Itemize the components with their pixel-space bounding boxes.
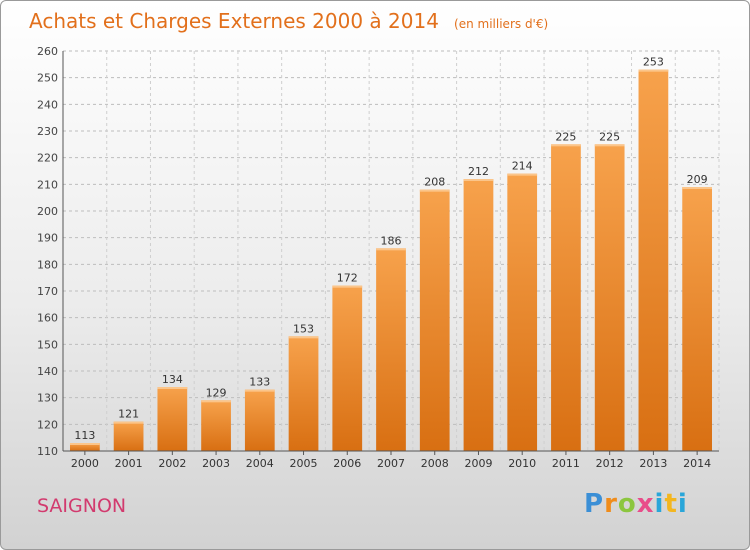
- x-tick-label: 2001: [115, 457, 143, 470]
- chart-title: Achats et Charges Externes 2000 à 2014: [29, 9, 439, 33]
- x-axis: 2000 2001 2002 2003 2004 2005 2006 2007 2008 2009…: [63, 450, 719, 470]
- bar-highlight: [507, 173, 538, 176]
- data-label: 225: [555, 130, 576, 143]
- data-label: 209: [687, 173, 708, 186]
- data-label: 253: [643, 56, 664, 69]
- bar: [201, 400, 231, 451]
- bars: [69, 69, 713, 452]
- y-tick-label: 180: [37, 258, 58, 271]
- bar-highlight: [463, 179, 494, 181]
- data-label: 134: [162, 373, 183, 386]
- bar: [682, 187, 713, 451]
- logo-letter: i: [677, 489, 688, 519]
- logo-letter: x: [636, 489, 655, 519]
- x-tick-label: 2006: [333, 457, 361, 470]
- y-tick-label: 230: [37, 125, 58, 138]
- data-label: 172: [337, 272, 358, 285]
- logo-letter: o: [617, 489, 637, 519]
- data-label: 113: [74, 429, 95, 442]
- y-tick-label: 110: [37, 445, 58, 458]
- bar: [638, 69, 669, 452]
- x-tick-label: 2000: [71, 457, 99, 470]
- bar-highlight: [638, 69, 669, 72]
- y-axis: 110 120 130 140 150 160 170 180 190 200 210 220 230 2…: [37, 45, 64, 458]
- bar-highlight: [594, 144, 625, 147]
- bar: [594, 144, 625, 452]
- x-tick-label: 2013: [639, 457, 667, 470]
- x-tick-label: 2011: [552, 457, 580, 470]
- chart-subtitle: (en milliers d'€): [454, 17, 549, 31]
- data-label: 186: [381, 234, 402, 247]
- x-tick-label: 2009: [464, 457, 492, 470]
- x-tick-label: 2007: [377, 457, 405, 470]
- bar: [332, 285, 363, 451]
- y-tick-label: 240: [37, 98, 58, 111]
- y-tick-label: 260: [37, 45, 58, 58]
- bar-highlight: [682, 187, 713, 189]
- y-tick-label: 210: [37, 178, 58, 191]
- bar: [244, 389, 275, 451]
- bar-highlight: [244, 389, 275, 392]
- bar-highlight: [551, 144, 581, 147]
- bar-highlight: [69, 443, 100, 445]
- y-tick-label: 170: [37, 285, 58, 298]
- data-label: 214: [512, 160, 533, 173]
- y-tick-label: 150: [37, 338, 58, 351]
- bar: [419, 189, 450, 451]
- bar-highlight: [332, 285, 363, 288]
- x-tick-label: 2012: [596, 457, 624, 470]
- bar-highlight: [113, 421, 144, 424]
- bar: [69, 443, 100, 451]
- y-tick-label: 120: [37, 418, 58, 431]
- data-label: 212: [468, 165, 489, 178]
- x-tick-label: 2003: [202, 457, 230, 470]
- logo-letter: r: [604, 489, 618, 519]
- y-tick-label: 250: [37, 72, 58, 85]
- bar: [376, 248, 406, 451]
- data-label: 153: [293, 322, 314, 335]
- y-tick-label: 190: [37, 232, 58, 245]
- bar: [507, 173, 538, 451]
- data-label: 129: [206, 386, 227, 399]
- x-tick-label: 2014: [683, 457, 711, 470]
- bar: [113, 421, 144, 451]
- x-tick-label: 2010: [508, 457, 536, 470]
- x-tick-label: 2002: [158, 457, 186, 470]
- data-label: 121: [118, 408, 139, 421]
- data-label: 133: [249, 376, 270, 389]
- bar: [551, 144, 581, 452]
- bar-highlight: [288, 336, 319, 339]
- y-tick-label: 220: [37, 152, 58, 165]
- bar: [463, 179, 494, 451]
- bar: [157, 387, 188, 451]
- y-tick-label: 200: [37, 205, 58, 218]
- bar-highlight: [201, 400, 231, 403]
- bar-highlight: [157, 387, 188, 389]
- data-label: 225: [599, 130, 620, 143]
- logo-letter: P: [584, 489, 605, 519]
- city-name: SAIGNON: [37, 495, 127, 517]
- y-tick-label: 160: [37, 312, 58, 325]
- x-tick-label: 2004: [246, 457, 274, 470]
- bar: [288, 336, 319, 451]
- y-tick-label: 130: [37, 392, 58, 405]
- bar-highlight: [419, 189, 450, 192]
- x-tick-label: 2008: [421, 457, 449, 470]
- title-row: Achats et Charges Externes 2000 à 2014 (…: [29, 9, 548, 33]
- data-labels: 113 121 134 129 133 153 172 186 208 212 214 225 225 2…: [74, 56, 707, 442]
- x-tick-label: 2005: [290, 457, 318, 470]
- data-label: 208: [424, 176, 445, 189]
- bar-highlight: [376, 248, 406, 251]
- y-tick-label: 140: [37, 365, 58, 378]
- proxiti-logo: Proxiti: [584, 489, 688, 519]
- logo-letter: t: [664, 489, 678, 519]
- logo-letter: i: [654, 489, 665, 519]
